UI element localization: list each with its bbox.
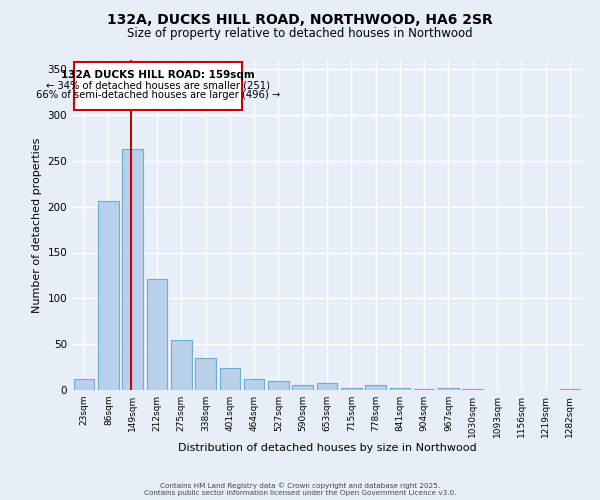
Bar <box>98 201 119 390</box>
Text: 66% of semi-detached houses are larger (496) →: 66% of semi-detached houses are larger (… <box>36 90 280 100</box>
Text: Contains public sector information licensed under the Open Government Licence v3: Contains public sector information licen… <box>144 490 456 496</box>
Text: Size of property relative to detached houses in Northwood: Size of property relative to detached ho… <box>127 28 473 40</box>
Y-axis label: Number of detached properties: Number of detached properties <box>32 138 42 312</box>
Bar <box>560 389 580 390</box>
Bar <box>341 388 362 390</box>
Text: Contains HM Land Registry data © Crown copyright and database right 2025.: Contains HM Land Registry data © Crown c… <box>160 482 440 489</box>
Bar <box>414 389 434 390</box>
Bar <box>74 379 94 390</box>
Bar <box>220 368 240 390</box>
Bar <box>122 149 143 390</box>
Bar <box>365 386 386 390</box>
Text: 132A DUCKS HILL ROAD: 159sqm: 132A DUCKS HILL ROAD: 159sqm <box>61 70 255 80</box>
Bar <box>146 279 167 390</box>
Bar <box>463 389 483 390</box>
Bar <box>438 388 459 390</box>
FancyBboxPatch shape <box>74 62 242 110</box>
Text: 132A, DUCKS HILL ROAD, NORTHWOOD, HA6 2SR: 132A, DUCKS HILL ROAD, NORTHWOOD, HA6 2S… <box>107 12 493 26</box>
Bar <box>292 384 313 390</box>
Bar <box>389 388 410 390</box>
Bar <box>268 381 289 390</box>
Bar <box>195 358 216 390</box>
X-axis label: Distribution of detached houses by size in Northwood: Distribution of detached houses by size … <box>178 442 476 452</box>
Bar <box>317 382 337 390</box>
Text: ← 34% of detached houses are smaller (251): ← 34% of detached houses are smaller (25… <box>46 80 270 90</box>
Bar <box>244 379 265 390</box>
Bar <box>171 340 191 390</box>
